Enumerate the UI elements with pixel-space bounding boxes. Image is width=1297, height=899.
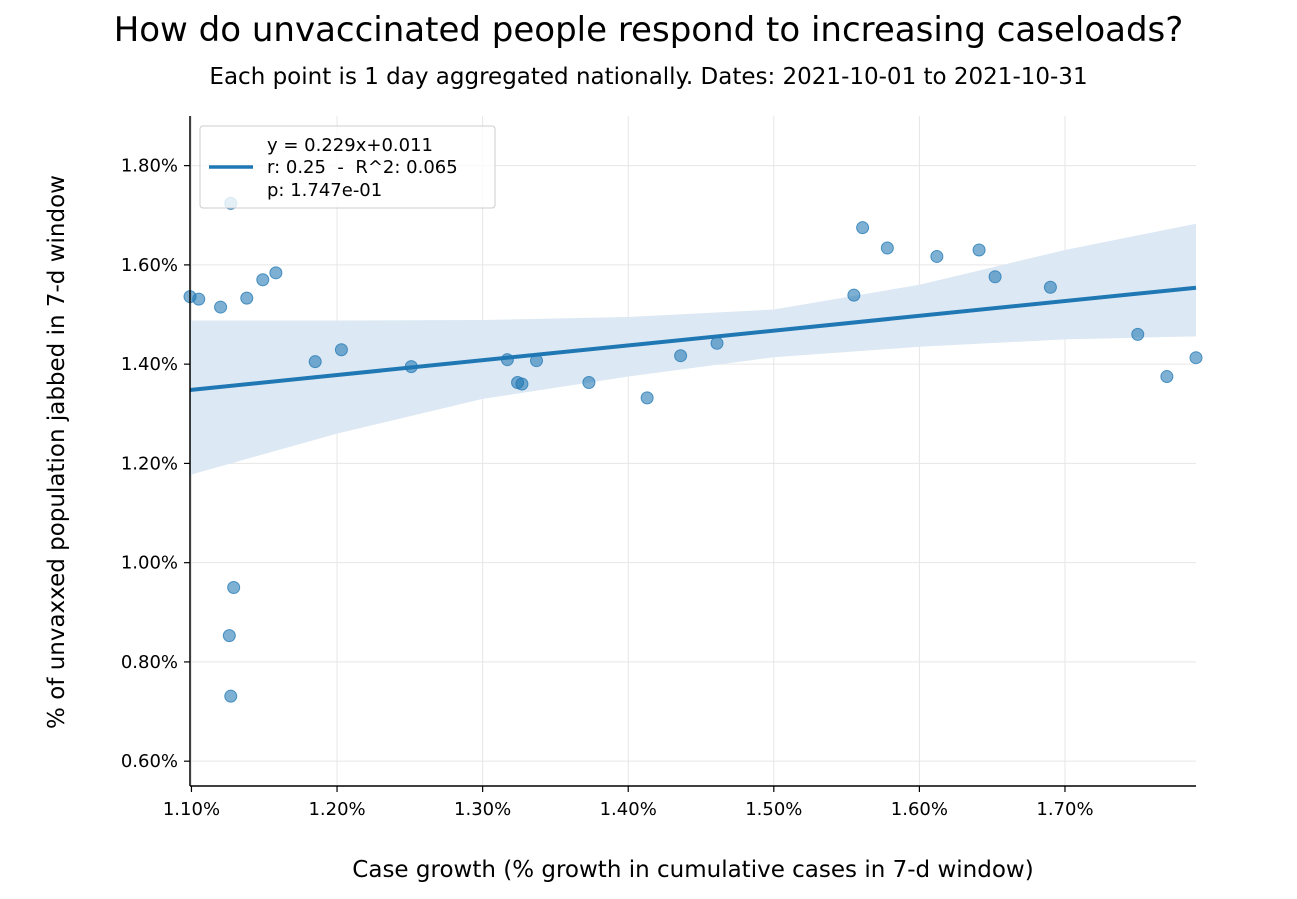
x-tick-label-5: 1.60%	[891, 799, 948, 820]
data-point-8	[222, 629, 236, 643]
y-tick-label-4: 1.40%	[121, 354, 178, 375]
data-point-27	[1043, 280, 1057, 294]
data-point-15	[515, 377, 529, 391]
x-tick-label-3: 1.40%	[600, 799, 657, 820]
y-tick-label-1: 0.80%	[121, 652, 178, 673]
data-point-30	[1189, 351, 1203, 365]
confidence-band-layer	[190, 223, 1196, 475]
x-tick-label-4: 1.50%	[745, 799, 802, 820]
data-point-9	[224, 689, 238, 703]
legend-correlation: r: 0.25 - R^2: 0.065	[267, 157, 458, 178]
y-axis-label: % of unvaxxed population jabbed in 7-d w…	[44, 175, 70, 729]
data-point-18	[640, 391, 654, 405]
chart-title: How do unvaccinated people respond to in…	[113, 10, 1184, 50]
data-point-28	[1131, 327, 1145, 341]
data-point-29	[1160, 370, 1174, 384]
data-point-26	[988, 270, 1002, 284]
y-tick-label-3: 1.20%	[121, 453, 178, 474]
data-point-24	[930, 249, 944, 263]
x-axis-label: Case growth (% growth in cumulative case…	[352, 857, 1033, 883]
data-point-3	[240, 291, 254, 305]
x-ticks: 1.10% 1.20% 1.30% 1.40% 1.50% 1.60% 1.70%	[163, 786, 1094, 820]
data-point-22	[856, 221, 870, 235]
y-tick-label-5: 1.60%	[121, 255, 178, 276]
data-point-10	[308, 355, 322, 369]
data-point-2	[214, 300, 228, 314]
confidence-band	[190, 223, 1196, 475]
y-tick-label-6: 1.80%	[121, 156, 178, 177]
data-point-7	[227, 580, 241, 594]
data-point-20	[710, 336, 724, 350]
regression-line	[189, 285, 1197, 392]
x-tick-label-1: 1.20%	[308, 799, 365, 820]
data-point-23	[880, 241, 894, 255]
chart-subtitle: Each point is 1 day aggregated nationall…	[209, 64, 1088, 90]
legend-box	[199, 125, 496, 209]
legend-equation: y = 0.229x+0.011	[267, 135, 433, 156]
data-point-11	[334, 343, 348, 357]
y-tick-label-0: 0.60%	[121, 751, 178, 772]
data-point-17	[582, 376, 596, 390]
data-point-4	[256, 273, 270, 287]
y-ticks: 0.60% 0.80% 1.00% 1.20% 1.40% 1.60% 1.80%	[121, 156, 190, 772]
legend-p-value: p: 1.747e-01	[267, 180, 382, 201]
y-tick-label-2: 1.00%	[121, 553, 178, 574]
x-tick-label-2: 1.30%	[454, 799, 511, 820]
data-point-19	[674, 349, 688, 363]
data-point-25	[972, 243, 986, 257]
grid-lines	[190, 116, 1196, 786]
data-point-1	[192, 292, 206, 306]
axes	[189, 116, 1196, 787]
data-point-5	[269, 266, 283, 280]
legend: y = 0.229x+0.011 r: 0.25 - R^2: 0.065 p:…	[199, 125, 496, 209]
regression-line-layer	[189, 285, 1197, 392]
x-tick-label-0: 1.10%	[163, 799, 220, 820]
data-point-21	[847, 288, 861, 302]
x-tick-label-6: 1.70%	[1036, 799, 1093, 820]
